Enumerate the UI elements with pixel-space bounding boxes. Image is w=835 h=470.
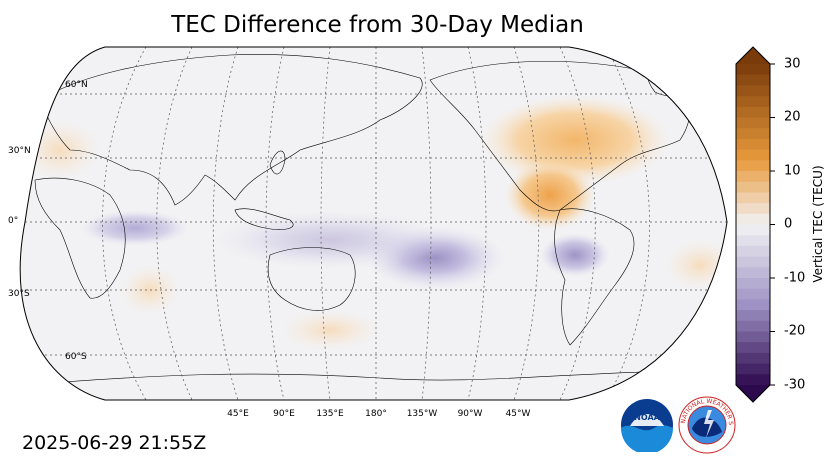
lat-label-60s: 60°S: [65, 352, 87, 362]
colorbar-segment: [736, 64, 770, 76]
colorbar-segment: [736, 374, 770, 386]
colorbar-tick-0: 0: [784, 216, 793, 232]
anomaly-equatorial-indian: [80, 210, 190, 246]
anomaly-south-america: [540, 233, 610, 277]
map-boundary: [19, 46, 728, 401]
colorbar-segment: [736, 245, 770, 258]
colorbar-segment: [736, 149, 770, 161]
colorbar-segment: [736, 117, 770, 129]
colorbar-segment: [736, 224, 770, 236]
colorbar-tick-30: 30: [784, 56, 801, 72]
anomaly-central-america: [505, 160, 595, 230]
colorbar-segment: [736, 171, 770, 183]
colorbar-segment: [736, 96, 770, 108]
colorbar-extend-bottom: [736, 385, 770, 402]
colorbar-segment: [736, 288, 770, 300]
colorbar-segment: [736, 235, 770, 247]
colorbar-segment: [736, 203, 770, 215]
colorbar-tick-minus30: -30: [784, 377, 806, 393]
colorbar-segment: [736, 128, 770, 140]
colorbar-tick-10: 10: [784, 163, 801, 179]
timestamp: 2025-06-29 21:55Z: [22, 432, 207, 454]
colorbar-tick-minus20: -20: [784, 323, 806, 339]
colorbar-segment: [736, 181, 770, 193]
lon-label-90w: 90°W: [457, 409, 483, 419]
colorbar-segment: [736, 256, 770, 268]
lat-label-30s: 30°S: [8, 289, 30, 299]
colorbar-tick-20: 20: [784, 109, 801, 125]
colorbar-segment: [736, 331, 770, 343]
anomaly-south-tasman: [280, 310, 380, 350]
lat-label-0: 0°: [8, 216, 19, 226]
colorbar-segment: [736, 138, 770, 151]
colorbar-segment: [736, 213, 770, 225]
colorbar-segment: [736, 192, 770, 204]
colorbar-segment: [736, 85, 770, 97]
colorbar-label: Vertical TEC (TECU): [811, 165, 825, 283]
lon-label-45e: 45°E: [227, 409, 249, 419]
lat-label-60n: 60°N: [65, 80, 88, 90]
lat-label-30n: 30°N: [8, 146, 31, 156]
svg-text:NOAA: NOAA: [634, 413, 660, 422]
colorbar-segment: [736, 278, 770, 290]
colorbar-segment: [736, 342, 770, 354]
noaa-logo: NOAA: [621, 399, 673, 452]
lon-label-180: 180°: [365, 409, 387, 419]
lon-label-45w: 45°W: [505, 409, 531, 419]
colorbar-extend-top: [736, 47, 770, 64]
colorbar-segment: [736, 299, 770, 311]
colorbar-tick-minus10: -10: [784, 270, 806, 286]
colorbar-segment: [736, 363, 770, 375]
anomaly-north-america: [480, 95, 670, 185]
graticule: [20, 47, 728, 400]
chart-title: TEC Difference from 30-Day Median: [171, 12, 584, 38]
coastlines: [24, 49, 728, 386]
lon-label-135e: 135°E: [316, 409, 344, 419]
lon-label-90e: 90°E: [273, 409, 295, 419]
colorbar-segment: [736, 310, 770, 322]
colorbar-segment: [736, 267, 770, 279]
colorbar-segment: [736, 74, 770, 86]
colorbar-segment: [736, 320, 770, 332]
colorbar-segment: [736, 106, 770, 118]
nws-logo: NATIONAL WEATHER SERVICE: [678, 396, 736, 454]
colorbar-segment: [736, 352, 770, 365]
lon-label-135w: 135°W: [406, 409, 438, 419]
colorbar-segment: [736, 160, 770, 172]
